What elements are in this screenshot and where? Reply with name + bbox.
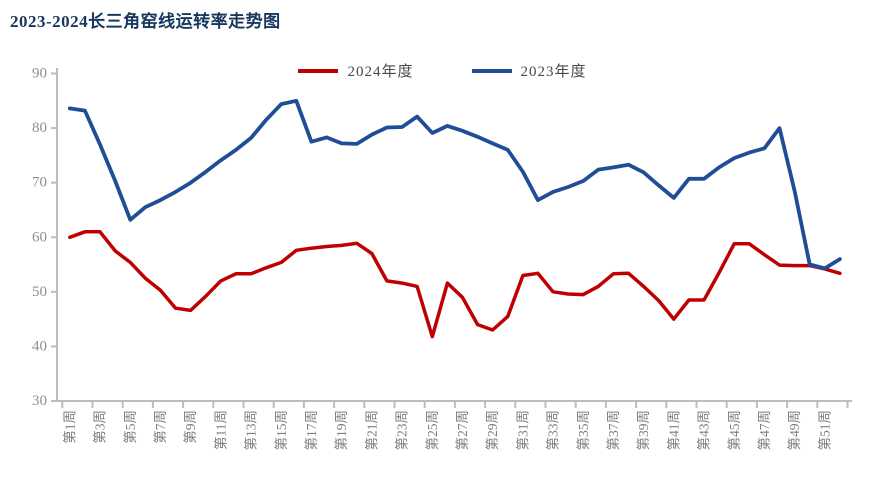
legend-item-2023: 2023年度 [471, 60, 587, 81]
x-axis-label: 第25周 [424, 410, 440, 451]
x-axis-label: 第45周 [726, 410, 742, 451]
x-axis-label: 第39周 [635, 410, 651, 451]
series-line-2024 [68, 230, 842, 339]
x-axis-label: 第49周 [786, 410, 802, 451]
x-axis-label: 第47周 [756, 410, 772, 451]
x-axis-label: 第19周 [333, 410, 349, 451]
x-axis-label: 第1周 [61, 410, 77, 444]
x-axis-label: 第35周 [575, 410, 591, 451]
chart-title: 2023-2024长三角窑线运转率走势图 [10, 12, 281, 31]
x-axis-label: 第13周 [243, 410, 259, 451]
x-axis-label: 第51周 [816, 410, 832, 451]
legend-swatch-2023 [471, 68, 512, 73]
y-axis-label: 90 [32, 66, 47, 82]
x-axis-label: 第31周 [514, 410, 530, 451]
x-axis-label: 第37周 [605, 410, 621, 451]
legend-item-2024: 2024年度 [298, 60, 413, 81]
y-axis-label: 60 [32, 229, 47, 245]
x-axis-label: 第41周 [665, 410, 681, 451]
chart-legend: 2024年度 2023年度 [0, 60, 885, 81]
x-axis-label: 第7周 [152, 410, 168, 444]
legend-label-2024: 2024年度 [347, 64, 414, 80]
x-axis-label: 第11周 [212, 410, 228, 450]
x-axis-label: 第3周 [92, 410, 108, 444]
x-axis-label: 第33周 [545, 410, 561, 451]
y-axis-label: 50 [32, 284, 47, 300]
x-axis-label: 第5周 [122, 410, 138, 444]
legend-label-2023: 2023年度 [520, 64, 587, 80]
y-axis-label: 70 [32, 175, 47, 191]
y-axis-label: 80 [32, 120, 47, 136]
series-line-2023 [67, 98, 842, 271]
y-axis-label: 40 [32, 338, 47, 354]
legend-swatch-2024 [298, 68, 339, 73]
x-axis-label: 第17周 [303, 410, 319, 451]
x-axis-label: 第21周 [363, 410, 379, 451]
y-axis-label: 30 [32, 393, 47, 409]
x-axis-label: 第23周 [394, 410, 410, 451]
x-axis-label: 第15周 [273, 410, 289, 451]
x-axis-label: 第9周 [182, 410, 198, 444]
x-axis-label: 第29周 [484, 410, 500, 451]
x-axis-label: 第27周 [454, 410, 470, 451]
x-axis-label: 第43周 [696, 410, 712, 451]
